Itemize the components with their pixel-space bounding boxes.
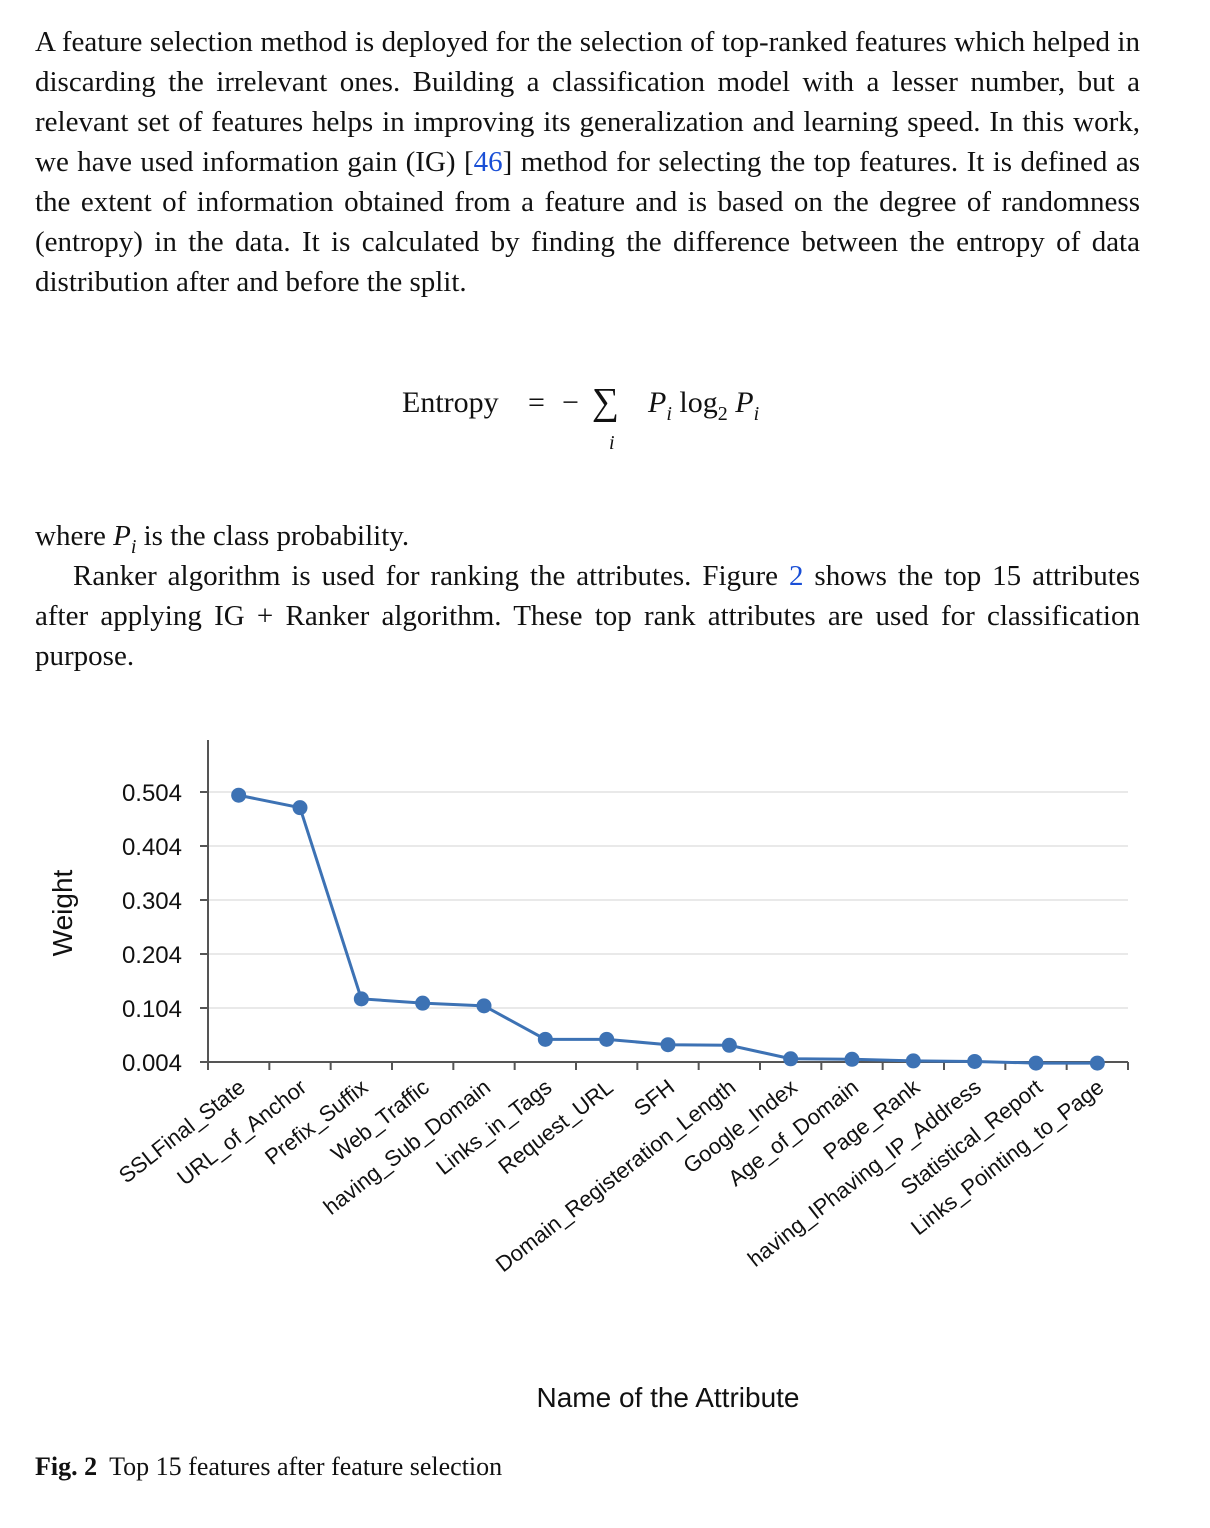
data-point bbox=[599, 1031, 615, 1047]
equation-rhs: Pi log2 Pi bbox=[648, 386, 759, 425]
y-tick-label: 0.304 bbox=[122, 888, 182, 915]
data-point bbox=[1089, 1055, 1105, 1071]
prob-sub: i bbox=[666, 403, 672, 425]
prob-sub-2: i bbox=[753, 403, 760, 425]
y-tick-layer: 0.004 0.104 0.204 0.304 0.404 0.504 bbox=[122, 780, 208, 1077]
y-axis-label: Weight bbox=[47, 869, 78, 956]
series-line bbox=[238, 793, 1098, 1065]
para3-start: Ranker algorithm is used for ranking the… bbox=[73, 560, 789, 592]
data-point bbox=[537, 1031, 553, 1047]
x-tick-label: SFH bbox=[629, 1074, 679, 1121]
para3-end: shows the top 15 attributes after applyi… bbox=[35, 560, 1140, 672]
grid-layer bbox=[208, 791, 1128, 1009]
x-axis-label: Name of the Attribute bbox=[536, 1382, 799, 1413]
figure-caption: Fig. 2 Top 15 features after feature sele… bbox=[35, 1452, 502, 1482]
data-point bbox=[415, 995, 431, 1011]
para2-sub: i bbox=[130, 536, 137, 558]
data-point bbox=[292, 800, 308, 816]
point-layer bbox=[231, 787, 1105, 1071]
citation-link[interactable]: 46 bbox=[473, 146, 503, 178]
data-point bbox=[353, 991, 369, 1007]
log-base: 2 bbox=[717, 403, 728, 425]
data-point bbox=[783, 1051, 799, 1067]
y-tick-label: 0.104 bbox=[122, 996, 182, 1023]
caption-text: Top 15 features after feature selection bbox=[109, 1452, 503, 1481]
data-point bbox=[476, 998, 492, 1014]
equation-lhs: Entropy bbox=[402, 386, 499, 419]
y-tick-label: 0.004 bbox=[122, 1050, 182, 1077]
sum-symbol: ∑ bbox=[592, 381, 620, 423]
data-point bbox=[1028, 1055, 1044, 1071]
equation-minus: − bbox=[562, 386, 579, 419]
data-point bbox=[844, 1051, 860, 1067]
log-word: log bbox=[679, 386, 718, 419]
paragraph-ranker: Ranker algorithm is used for ranking the… bbox=[35, 556, 1140, 676]
data-point bbox=[231, 787, 247, 803]
data-point bbox=[967, 1053, 983, 1069]
sum-index: i bbox=[609, 432, 615, 454]
x-tick-layer: SSLFinal_StateURL_of_AnchorPrefix_Suffix… bbox=[114, 1062, 1129, 1277]
para1-text: A feature selection method is deployed f… bbox=[35, 26, 1140, 178]
para2-start: where bbox=[35, 520, 114, 552]
entropy-equation: Entropy = − ∑ i Pi log2 Pi bbox=[0, 380, 1210, 460]
para2-var: P bbox=[113, 520, 131, 552]
para2-end: is the class probability. bbox=[136, 520, 410, 552]
y-tick-label: 0.204 bbox=[122, 942, 182, 969]
prob-var-2: P bbox=[735, 386, 754, 419]
data-point bbox=[660, 1037, 676, 1053]
y-tick-label: 0.404 bbox=[122, 834, 182, 861]
weight-line-chart: 0.004 0.104 0.204 0.304 0.404 0.504 SSLFinal_… bbox=[47, 740, 1129, 1413]
equation-equals: = bbox=[528, 386, 545, 419]
data-point bbox=[721, 1037, 737, 1053]
prob-var: P bbox=[648, 386, 667, 419]
caption-label: Fig. 2 bbox=[35, 1452, 98, 1481]
y-tick-label: 0.504 bbox=[122, 780, 182, 807]
data-point bbox=[905, 1053, 921, 1069]
figure-link[interactable]: 2 bbox=[788, 560, 804, 592]
paragraph-where: where Pi is the class probability. bbox=[35, 516, 1140, 559]
para1-rest: ] method for selecting the top features.… bbox=[35, 146, 1140, 298]
paragraph-intro: A feature selection method is deployed f… bbox=[35, 22, 1140, 302]
